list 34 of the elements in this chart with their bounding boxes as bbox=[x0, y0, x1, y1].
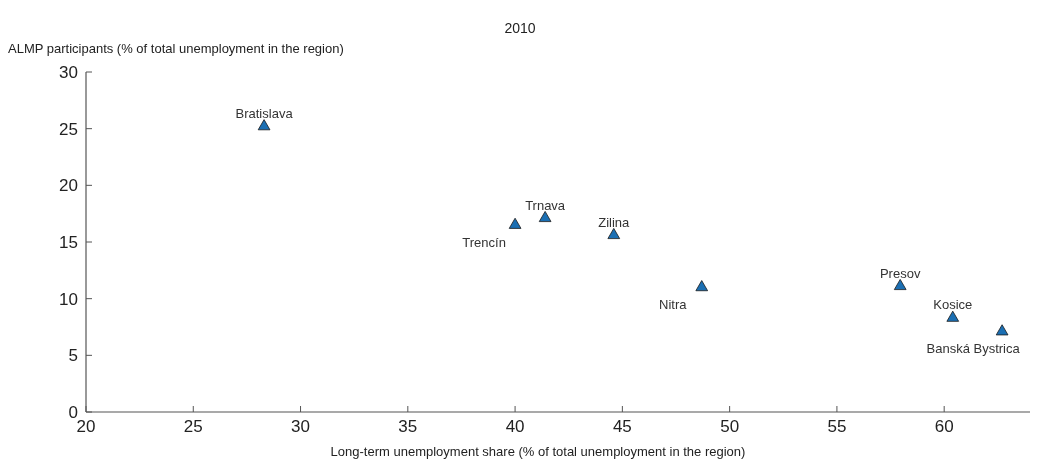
annotation: Presov bbox=[879, 265, 921, 281]
x-tick-label: 40 bbox=[505, 417, 525, 436]
point bbox=[893, 279, 907, 290]
point bbox=[257, 119, 271, 131]
y-tick-label: 30 bbox=[59, 62, 78, 82]
y-axis-title: ALMP participants (% of total unemployment in the region) bbox=[8, 41, 344, 56]
annotation: Nitra bbox=[659, 296, 688, 312]
y-tick-label: 25 bbox=[59, 119, 78, 139]
x-tick-label: 55 bbox=[827, 417, 847, 436]
point bbox=[538, 211, 552, 222]
x-axis-title: Long-term unemployment share (% of total unemployment in the region) bbox=[330, 444, 746, 459]
annotation: Bratislava bbox=[235, 105, 294, 121]
annotation: Zilina bbox=[598, 214, 631, 230]
y-tick-label: 20 bbox=[59, 176, 78, 196]
point bbox=[695, 280, 709, 292]
x-tick-label: 50 bbox=[720, 417, 740, 436]
annotation: Kosice bbox=[933, 297, 973, 313]
x-tick-label: 25 bbox=[183, 417, 203, 436]
x-tick-label: 35 bbox=[398, 417, 418, 436]
x-tick-label: 30 bbox=[291, 417, 311, 436]
annotation: Trencín bbox=[462, 234, 506, 250]
y-tick-label: 10 bbox=[59, 289, 78, 309]
annotation: Banská Bystrica bbox=[926, 341, 1021, 357]
y-tick-label: 0 bbox=[68, 402, 78, 422]
point bbox=[508, 217, 522, 229]
y-tick-label: 5 bbox=[68, 346, 78, 366]
x-tick-label: 60 bbox=[934, 417, 954, 436]
point bbox=[607, 228, 621, 239]
chart-subtitle: 2010 bbox=[504, 20, 536, 36]
y-tick-label: 15 bbox=[59, 232, 78, 252]
annotation: Trnava bbox=[525, 197, 566, 213]
point bbox=[946, 310, 960, 322]
point bbox=[995, 324, 1009, 336]
x-tick-label: 45 bbox=[612, 417, 632, 436]
